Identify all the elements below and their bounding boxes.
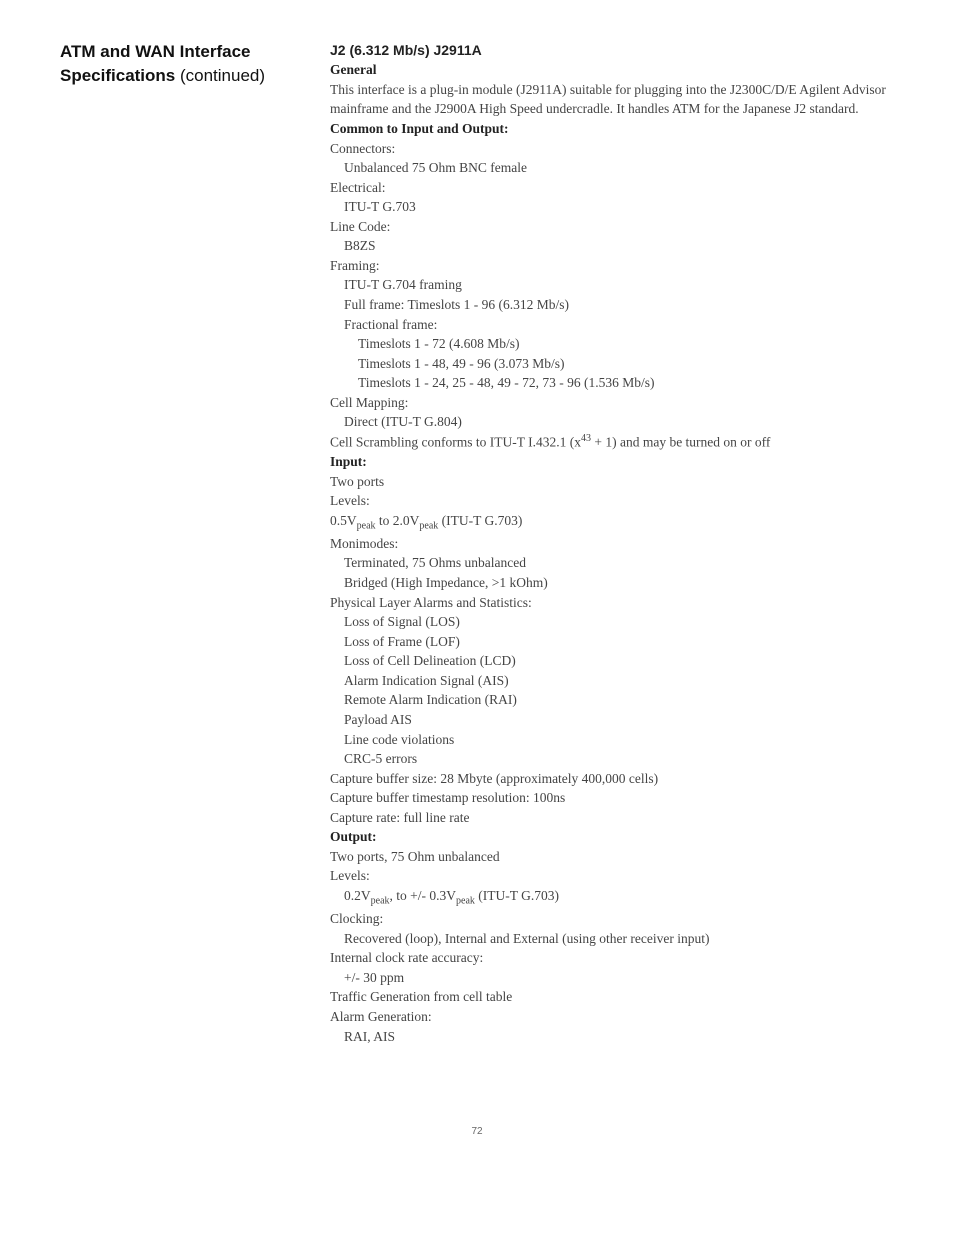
phys7: Line code violations <box>330 730 890 750</box>
capts: Capture buffer timestamp resolution: 100… <box>330 788 890 808</box>
phys3: Loss of Cell Delineation (LCD) <box>330 651 890 671</box>
input-label: Input: <box>330 452 890 472</box>
framing-val6: Timeslots 1 - 24, 25 - 48, 49 - 72, 73 -… <box>330 373 890 393</box>
traffic: Traffic Generation from cell table <box>330 987 890 1007</box>
outlevels-peak1: peak <box>371 896 390 907</box>
levels-peak2: peak <box>419 520 438 531</box>
outlevels-label: Levels: <box>330 866 890 886</box>
levels-label: Levels: <box>330 491 890 511</box>
framing-val1: ITU-T G.704 framing <box>330 275 890 295</box>
section-title: ATM and WAN Interface Specifications (co… <box>60 40 290 88</box>
outlevels-itu: (ITU-T G.703) <box>475 888 559 903</box>
intclk-val: +/- 30 ppm <box>330 968 890 988</box>
connectors-label: Connectors: <box>330 139 890 159</box>
levels-to: to 2.0V <box>376 513 420 528</box>
general-body: This interface is a plug-in module (J291… <box>330 80 890 119</box>
continued: (continued) <box>175 66 265 85</box>
left-column: ATM and WAN Interface Specifications (co… <box>60 40 290 1046</box>
phys4: Alarm Indication Signal (AIS) <box>330 671 890 691</box>
phys5: Remote Alarm Indication (RAI) <box>330 690 890 710</box>
levels-itu: (ITU-T G.703) <box>438 513 522 528</box>
input-twoports: Two ports <box>330 472 890 492</box>
page-container: ATM and WAN Interface Specifications (co… <box>60 40 894 1046</box>
general-label: General <box>330 60 890 80</box>
scramble-exp: 43 <box>581 433 591 444</box>
framing-val5: Timeslots 1 - 48, 49 - 96 (3.073 Mb/s) <box>330 354 890 374</box>
phys8: CRC-5 errors <box>330 749 890 769</box>
right-column: J2 (6.312 Mb/s) J2911A General This inte… <box>330 40 890 1046</box>
page-number: 72 <box>60 1126 894 1137</box>
intclk-label: Internal clock rate accuracy: <box>330 948 890 968</box>
linecode-label: Line Code: <box>330 217 890 237</box>
cellmap-label: Cell Mapping: <box>330 393 890 413</box>
framing-label: Framing: <box>330 256 890 276</box>
levels-05: 0.5V <box>330 513 357 528</box>
phys1: Loss of Signal (LOS) <box>330 612 890 632</box>
framing-val3: Fractional frame: <box>330 315 890 335</box>
phys6: Payload AIS <box>330 710 890 730</box>
electrical-label: Electrical: <box>330 178 890 198</box>
scramble-pre: Cell Scrambling conforms to ITU-T I.432.… <box>330 434 581 449</box>
alarmgen-label: Alarm Generation: <box>330 1007 890 1027</box>
framing-val2: Full frame: Timeslots 1 - 96 (6.312 Mb/s… <box>330 295 890 315</box>
levels-peak: peak <box>357 520 376 531</box>
framing-val4: Timeslots 1 - 72 (4.608 Mb/s) <box>330 334 890 354</box>
scramble-line: Cell Scrambling conforms to ITU-T I.432.… <box>330 432 890 452</box>
clocking-val: Recovered (loop), Internal and External … <box>330 929 890 949</box>
output-ports: Two ports, 75 Ohm unbalanced <box>330 847 890 867</box>
outlevels-mid: , to +/- 0.3V <box>390 888 457 903</box>
outlevels-pre: 0.2V <box>344 888 371 903</box>
caprate: Capture rate: full line rate <box>330 808 890 828</box>
common-label: Common to Input and Output: <box>330 119 890 139</box>
scramble-post: + 1) and may be turned on or off <box>591 434 770 449</box>
phys2: Loss of Frame (LOF) <box>330 632 890 652</box>
alarmgen-val: RAI, AIS <box>330 1027 890 1047</box>
outlevels-peak2: peak <box>456 896 475 907</box>
physlayer-label: Physical Layer Alarms and Statistics: <box>330 593 890 613</box>
subsection-title: J2 (6.312 Mb/s) J2911A <box>330 40 890 60</box>
capbuf: Capture buffer size: 28 Mbyte (approxima… <box>330 769 890 789</box>
outlevels-line: 0.2Vpeak, to +/- 0.3Vpeak (ITU-T G.703) <box>330 886 890 909</box>
output-label: Output: <box>330 827 890 847</box>
clocking-label: Clocking: <box>330 909 890 929</box>
title-line1: ATM and WAN Interface <box>60 42 250 61</box>
monimodes-val2: Bridged (High Impedance, >1 kOhm) <box>330 573 890 593</box>
monimodes-val1: Terminated, 75 Ohms unbalanced <box>330 553 890 573</box>
monimodes-label: Monimodes: <box>330 534 890 554</box>
cellmap-val: Direct (ITU-T G.804) <box>330 412 890 432</box>
linecode-val: B8ZS <box>330 236 890 256</box>
title-line2: Specifications <box>60 66 175 85</box>
connectors-val: Unbalanced 75 Ohm BNC female <box>330 158 890 178</box>
electrical-val: ITU-T G.703 <box>330 197 890 217</box>
levels-line: 0.5Vpeak to 2.0Vpeak (ITU-T G.703) <box>330 511 890 534</box>
